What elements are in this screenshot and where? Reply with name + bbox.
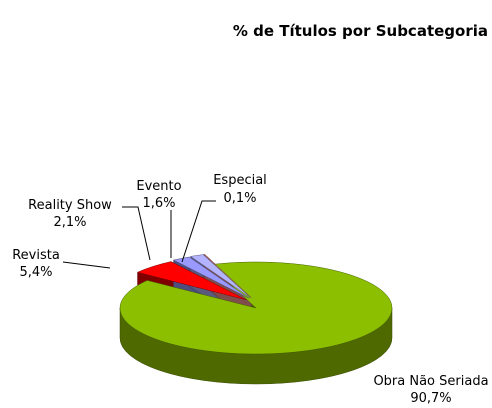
pie <box>119 253 393 385</box>
slice-label: Evento <box>136 179 181 194</box>
slice <box>119 261 393 355</box>
slice <box>189 254 251 298</box>
slice-label: Obra Não Seriada <box>373 374 488 389</box>
slice-value: 0,1% <box>223 191 256 206</box>
slice-value: 90,7% <box>410 391 451 406</box>
slice <box>203 253 252 298</box>
leader-line <box>62 261 111 269</box>
leader-line <box>181 200 216 263</box>
slice <box>136 261 247 301</box>
chart-title: % de Títulos por Subcategoria <box>233 22 488 40</box>
slice-value: 5,4% <box>19 265 52 280</box>
slice-label: Especial <box>213 173 267 188</box>
leader-line <box>122 206 151 261</box>
slice-label: Reality Show <box>28 198 112 213</box>
slice-value: 2,1% <box>53 215 86 230</box>
slice-value: 1,6% <box>142 196 175 211</box>
slice <box>172 256 250 299</box>
slice-label: Revista <box>12 248 60 263</box>
